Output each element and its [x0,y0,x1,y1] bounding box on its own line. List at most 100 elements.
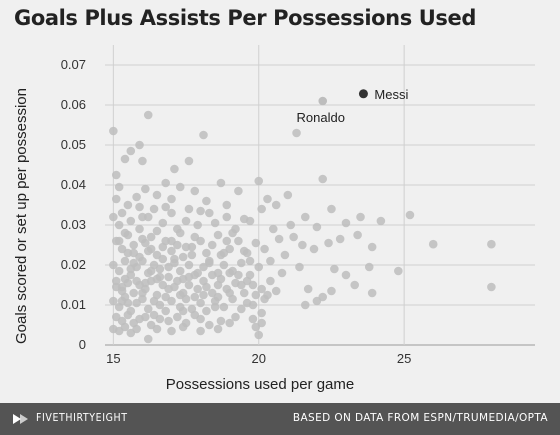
y-axis-ticks: 0 0.01 0.02 0.03 0.04 0.05 0.06 0.07 [61,57,86,352]
data-point [207,270,217,280]
data-point [292,128,301,138]
data-point [132,324,141,334]
data-point [123,230,133,240]
scatter-plot: Messi Ronaldo 0 0.01 0.02 0.03 0.04 0.05 0.06 0.… [13,45,535,393]
data-point [129,288,139,298]
data-point [428,239,438,249]
data-point [271,286,281,296]
data-point [394,266,403,276]
data-point [222,200,232,210]
data-point [257,284,266,294]
data-point [222,212,232,222]
data-point [228,228,237,238]
data-point [175,182,185,192]
data-point [193,268,202,278]
highlighted-points: Messi Ronaldo [297,87,409,125]
data-point [248,314,258,324]
data-point [312,296,322,306]
data-point [219,302,229,312]
data-point [318,174,328,184]
data-point [167,208,176,218]
data-point [152,274,162,284]
data-point [286,220,296,230]
fivethirtyeight-logo-icon [13,414,28,424]
data-point [141,278,150,288]
data-point [242,298,252,308]
data-point [138,294,147,304]
data-point [271,200,281,210]
data-point [114,266,124,276]
data-point [146,266,156,276]
data-point [237,258,246,268]
data-point [254,262,264,272]
x-axis-label: Possessions used per game [166,376,354,393]
footer-source: BASED ON DATA FROM ESPN/TRUMEDIA/OPTA [292,412,548,424]
data-point [193,220,202,230]
data-point [263,290,272,300]
data-point [164,262,173,272]
data-point [202,306,211,316]
data-point [190,232,200,242]
chart-title: Goals Plus Assists Per Possessions Used [14,6,476,30]
data-point [184,204,194,214]
data-point [158,218,168,228]
data-point [129,258,139,268]
data-point [129,240,139,250]
data-point [251,322,261,332]
data-point [184,156,194,166]
data-point [123,310,133,320]
data-point [213,292,223,302]
data-point [199,130,208,140]
data-point [152,226,162,236]
data-point [120,274,130,284]
data-point [178,252,188,262]
data-point [213,230,223,240]
data-point [196,326,205,336]
data-point [280,250,290,260]
data-point [181,242,191,252]
data-point [190,310,200,320]
data-point [213,324,223,334]
data-point [190,186,200,196]
data-point [239,214,249,224]
data-point [184,260,194,270]
y-tick-label: 0.07 [61,57,86,72]
data-point [216,178,226,188]
data-point [111,276,121,286]
data-point [187,250,197,260]
data-point [202,248,211,258]
data-point [405,210,415,220]
data-point [260,244,269,254]
data-point [202,196,211,206]
data-point [309,244,319,254]
data-point [202,282,211,292]
data-point [327,204,336,214]
data-point [155,300,165,310]
data-point [190,292,200,302]
data-point [138,212,147,222]
data-point [353,230,362,240]
data-point [161,292,170,302]
data-point [237,280,246,290]
data-point [184,280,194,290]
data-point [231,312,240,322]
data-point [277,268,287,278]
data-point [173,312,182,322]
data-point [164,272,173,282]
data-point [170,254,179,264]
data-point [170,164,179,174]
data-point [210,302,220,312]
data-point [138,156,147,166]
data-point [146,232,156,242]
data-point [111,170,121,180]
data-point [152,324,162,334]
data-point [120,256,130,266]
data-point [266,256,275,266]
x-tick-label: 15 [106,351,120,366]
data-point [114,236,124,246]
data-point [245,256,255,266]
data-point [487,239,496,249]
data-point [263,194,272,204]
data-point [123,298,133,308]
data-point [222,236,232,246]
